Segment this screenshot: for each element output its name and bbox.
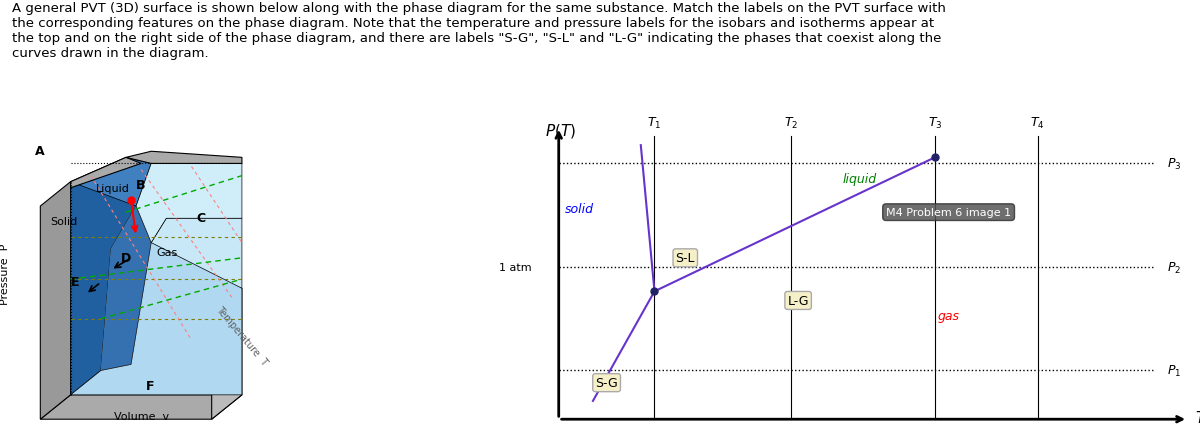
Polygon shape xyxy=(126,152,242,164)
Text: M4 Problem 6 image 1: M4 Problem 6 image 1 xyxy=(886,208,1012,217)
Text: Solid: Solid xyxy=(50,217,78,227)
Text: $P_2$: $P_2$ xyxy=(1168,260,1182,275)
Text: gas: gas xyxy=(937,309,960,322)
Text: $P_3$: $P_3$ xyxy=(1168,157,1182,171)
Polygon shape xyxy=(71,219,242,395)
Text: D: D xyxy=(121,251,131,264)
Text: $P(T)$: $P(T)$ xyxy=(545,122,576,139)
Text: $T_1$: $T_1$ xyxy=(647,115,661,131)
Text: solid: solid xyxy=(565,203,594,216)
Text: B: B xyxy=(136,178,145,191)
Text: Temperature  T: Temperature T xyxy=(215,304,270,367)
Text: Volume  v: Volume v xyxy=(114,411,169,421)
Text: $T_3$: $T_3$ xyxy=(928,115,942,131)
Text: S-L: S-L xyxy=(676,252,695,265)
Text: $P_1$: $P_1$ xyxy=(1168,363,1182,378)
Text: 1 atm: 1 atm xyxy=(499,263,532,272)
Polygon shape xyxy=(41,395,242,419)
Text: A general PVT (3D) surface is shown below along with the phase diagram for the s: A general PVT (3D) surface is shown belo… xyxy=(12,3,946,60)
Polygon shape xyxy=(41,182,71,419)
Text: $T$: $T$ xyxy=(1195,409,1200,425)
Text: S-G: S-G xyxy=(595,376,618,389)
Polygon shape xyxy=(71,158,136,395)
Polygon shape xyxy=(71,158,151,207)
Text: F: F xyxy=(146,379,155,392)
Text: C: C xyxy=(197,212,205,225)
Text: liquid: liquid xyxy=(842,172,877,185)
Polygon shape xyxy=(71,158,142,188)
Text: Pressure  P: Pressure P xyxy=(0,243,10,304)
Text: A: A xyxy=(35,145,44,158)
Text: Liquid: Liquid xyxy=(96,184,130,194)
Text: Gas: Gas xyxy=(156,247,178,257)
Text: $T_4$: $T_4$ xyxy=(1031,115,1045,131)
Polygon shape xyxy=(151,219,242,289)
Text: L-G: L-G xyxy=(787,294,809,307)
Polygon shape xyxy=(101,207,151,371)
Text: $T_2$: $T_2$ xyxy=(784,115,798,131)
Text: E: E xyxy=(71,276,79,289)
Polygon shape xyxy=(211,289,242,419)
Polygon shape xyxy=(136,164,242,243)
